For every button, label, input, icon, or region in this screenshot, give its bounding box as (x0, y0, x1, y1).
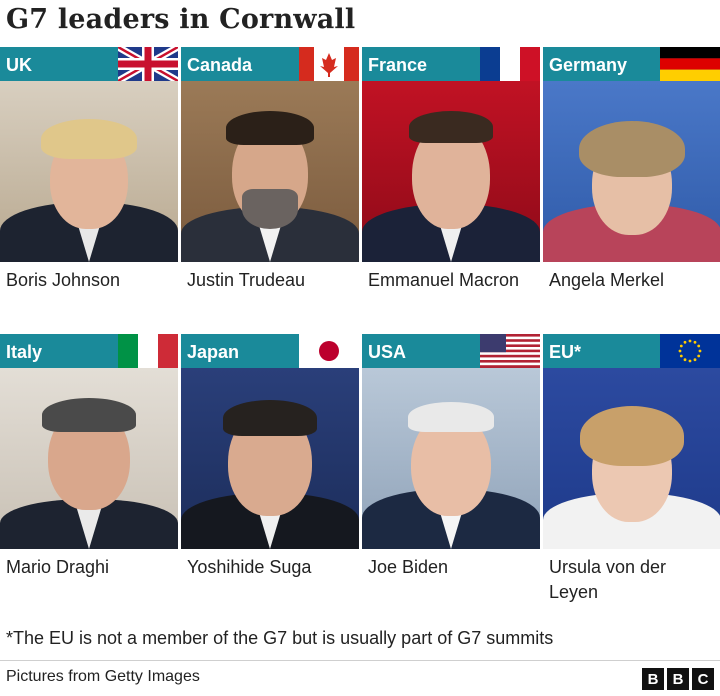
leader-card-germany: Germany Angela Merkel (543, 47, 720, 293)
country-label: Germany (549, 55, 628, 75)
leader-card-eu: EU* Ursula von der Leyen (543, 334, 720, 605)
logo-letter: C (692, 668, 714, 690)
page-title: G7 leaders in Cornwall (6, 4, 356, 35)
country-bar: Japan (181, 334, 359, 368)
country-bar: France (362, 47, 540, 81)
country-label: Japan (187, 342, 240, 362)
france-flag-icon (480, 47, 540, 81)
leader-photo (362, 368, 540, 549)
leader-photo (0, 368, 178, 549)
leader-name: Yoshihide Suga (187, 557, 312, 577)
footnote: *The EU is not a member of the G7 but is… (6, 628, 554, 648)
leader-photo (181, 368, 359, 549)
leader-card-japan: Japan Yoshihide Suga (181, 334, 359, 580)
leader-photo (0, 81, 178, 262)
country-label: USA (368, 342, 407, 362)
uk-flag-icon (118, 47, 178, 81)
country-bar: Italy (0, 334, 178, 368)
country-label: France (368, 55, 428, 75)
logo-letter: B (642, 668, 664, 690)
country-bar: USA (362, 334, 540, 368)
country-label: EU* (549, 342, 582, 362)
country-label: UK (6, 55, 32, 75)
eu-flag-icon (660, 334, 720, 368)
country-bar: EU* (543, 334, 720, 368)
leader-photo (362, 81, 540, 262)
bbc-logo: B B C (642, 668, 714, 690)
leader-photo (543, 368, 720, 549)
leader-name: Emmanuel Macron (368, 270, 520, 290)
canada-flag-icon (299, 47, 359, 81)
leader-card-italy: Italy Mario Draghi (0, 334, 178, 580)
leader-card-canada: Canada Justin Trudeau (181, 47, 359, 293)
leader-photo (543, 81, 720, 262)
leader-name: Ursula von der Leyen (549, 557, 667, 602)
country-bar: Canada (181, 47, 359, 81)
leader-name: Angela Merkel (549, 270, 665, 290)
logo-letter: B (667, 668, 689, 690)
divider (0, 660, 720, 661)
leader-card-france: France Emmanuel Macron (362, 47, 540, 293)
usa-flag-icon (480, 334, 540, 368)
country-label: Italy (6, 342, 43, 362)
leader-name: Joe Biden (368, 557, 449, 577)
leader-name: Mario Draghi (6, 557, 110, 577)
leader-name: Boris Johnson (6, 270, 121, 290)
leader-card-usa: USA Joe Biden (362, 334, 540, 580)
country-bar: Germany (543, 47, 720, 81)
country-bar: UK (0, 47, 178, 81)
italy-flag-icon (118, 334, 178, 368)
leader-photo (181, 81, 359, 262)
leader-card-uk: UK Boris Johnson (0, 47, 178, 293)
country-label: Canada (187, 55, 253, 75)
photo-credit: Pictures from Getty Images (6, 668, 200, 685)
leader-name: Justin Trudeau (187, 270, 306, 290)
germany-flag-icon (660, 47, 720, 81)
japan-flag-icon (299, 334, 359, 368)
